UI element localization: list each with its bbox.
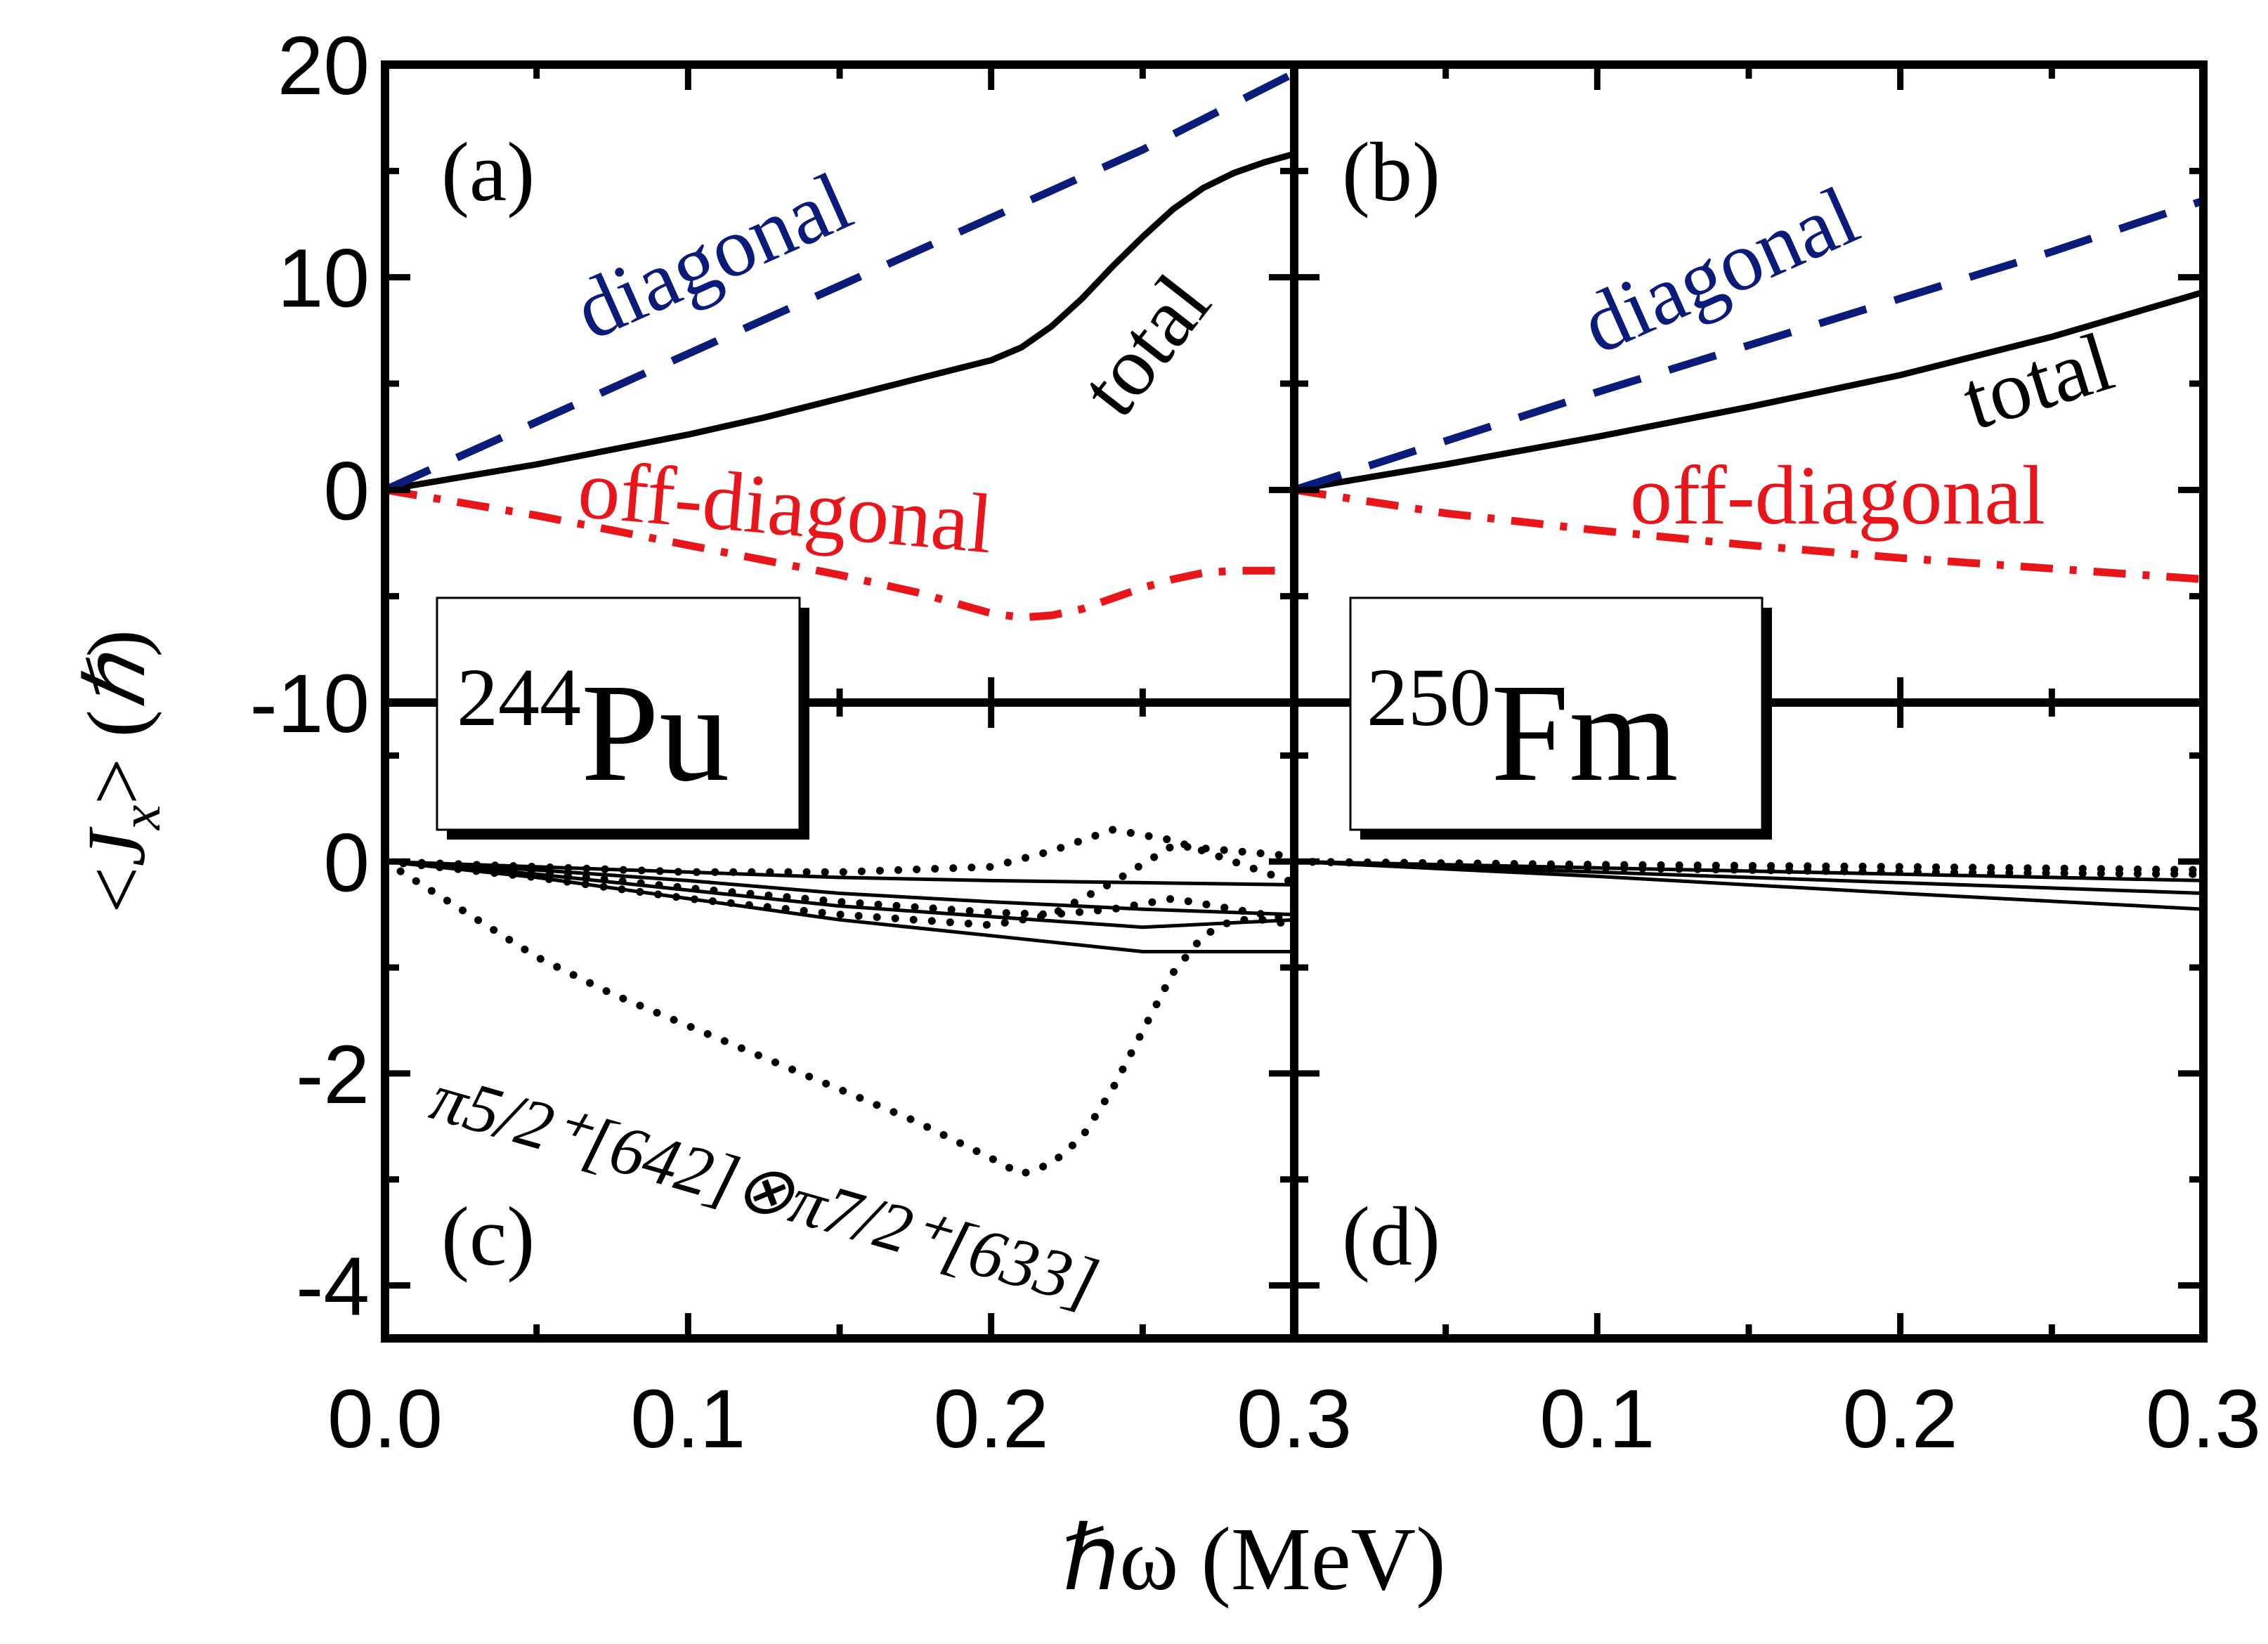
y-tick-label-lower: -2 — [296, 1029, 370, 1121]
panel-label-d: (d) — [1342, 1189, 1440, 1283]
label-offdiag-a: off-diagonal — [575, 441, 996, 570]
x-tick-label-right: 0.3 — [2146, 1373, 2261, 1466]
label-total-b: total — [1953, 314, 2123, 448]
x-tick-label-left: 0.2 — [934, 1373, 1049, 1466]
x-axis-label: ℏω (MeV) — [1062, 1509, 1446, 1609]
fm-symbol: Fm — [1491, 655, 1679, 811]
series-b-total-0 — [1294, 289, 2203, 493]
panel-b-plot — [1294, 197, 2203, 583]
series-c-solid-1-0 — [385, 859, 1294, 887]
y-tick-label-upper: -10 — [249, 658, 370, 750]
nucleus-box-fm: 250Fm — [1349, 596, 1772, 840]
panel-label-c: (c) — [441, 1189, 535, 1283]
series-c-solid-3-2 — [385, 859, 1294, 929]
nucleus-box-pu: 244Pu — [436, 596, 809, 840]
y-tick-label-upper: 0 — [323, 445, 370, 537]
panel-d-plot — [1294, 857, 2203, 911]
series-d-solid-2-1 — [1294, 859, 2203, 895]
series-a-total-0 — [385, 150, 1294, 493]
axis-tick-labels: 20 10 0 -10 0 -2 -4 0.0 0.1 0.2 0.3 0.1 0.2 0.3 — [249, 20, 2261, 1466]
y-axis-label: <Jx> (ℏ) — [70, 629, 172, 913]
pu-mass-number: 244 — [457, 651, 581, 743]
label-total-a: total — [1062, 257, 1228, 433]
panel-a-plot — [385, 70, 1294, 622]
x-tick-label-left: 0.3 — [1237, 1373, 1352, 1466]
svg-text:250Fm: 250Fm — [1367, 651, 1679, 811]
series-d-dotted-1-3 — [1294, 857, 2203, 874]
series-a-diagonal-1 — [385, 70, 1294, 494]
panel-label-b: (b) — [1342, 125, 1440, 218]
y-tick-label-lower: 0 — [323, 816, 370, 909]
x-tick-label-right: 0.2 — [1843, 1373, 1958, 1466]
panel-label-a: (a) — [441, 125, 535, 218]
series-c-solid-2-1 — [385, 859, 1294, 917]
series-b-off-diagonal-2 — [1294, 485, 2203, 583]
pu-symbol: Pu — [581, 655, 729, 811]
series-d-solid-1-0 — [1294, 859, 2203, 882]
series-a-off-diagonal-2 — [385, 485, 1294, 622]
series-c-dotted-3-6 — [385, 857, 1294, 924]
series-d-solid-3-2 — [1294, 859, 2203, 911]
label-diagonal-b: diagonal — [1568, 168, 1871, 372]
label-offdiag-b: off-diagonal — [1630, 448, 2045, 542]
series-c-dotted-2-5 — [385, 842, 1294, 929]
series-b-diagonal-1 — [1294, 197, 2203, 494]
x-tick-label-right: 0.1 — [1539, 1373, 1655, 1466]
y-tick-label-upper: 20 — [278, 20, 370, 112]
series-d-dotted-2-4 — [1294, 857, 2203, 878]
x-tick-label-left: 0.1 — [630, 1373, 745, 1466]
y-tick-label-lower: -4 — [296, 1241, 370, 1333]
panel-c-plot — [385, 826, 1294, 1178]
x-tick-label-left: 0.0 — [327, 1373, 443, 1466]
label-diagonal-a: diagonal — [561, 154, 864, 358]
series-c-solid-4-3 — [385, 859, 1294, 953]
y-tick-label-upper: 10 — [278, 233, 370, 325]
svg-text:244Pu: 244Pu — [457, 651, 729, 811]
fm-mass-number: 250 — [1367, 651, 1491, 743]
